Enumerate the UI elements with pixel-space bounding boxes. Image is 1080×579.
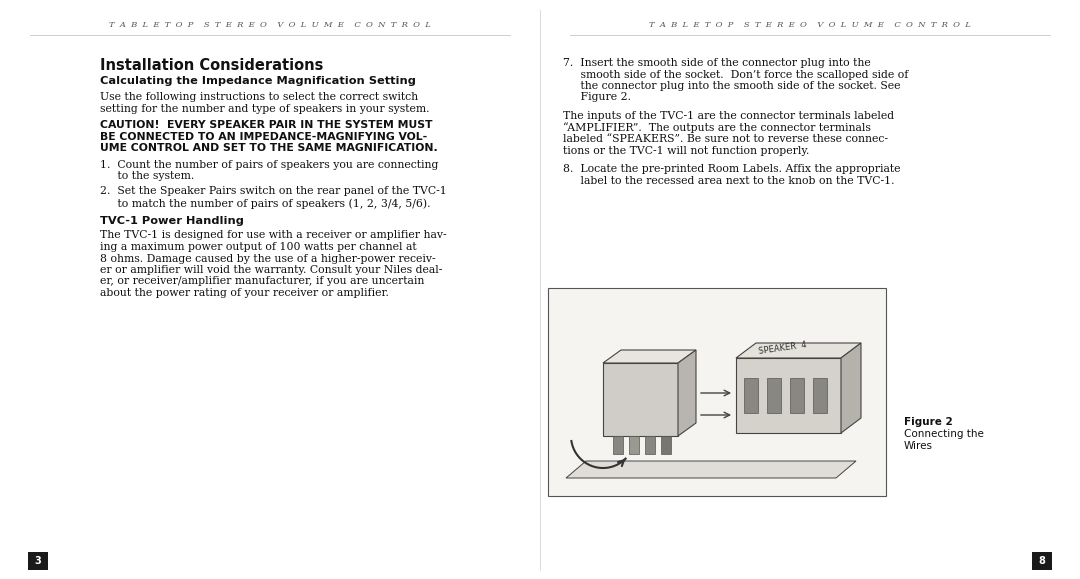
Text: Use the following instructions to select the correct switch: Use the following instructions to select… (100, 92, 418, 102)
Bar (645, 436, 654, 454)
Text: 8.  Locate the pre-printed Room Labels. Affix the appropriate: 8. Locate the pre-printed Room Labels. A… (563, 164, 901, 174)
Text: 2.  Set the Speaker Pairs switch on the rear panel of the TVC-1: 2. Set the Speaker Pairs switch on the r… (100, 186, 447, 196)
Text: er or amplifier will void the warranty. Consult your Niles deal-: er or amplifier will void the warranty. … (100, 265, 443, 275)
Text: Calculating the Impedance Magnification Setting: Calculating the Impedance Magnification … (100, 76, 416, 86)
Text: 3: 3 (35, 556, 41, 566)
Text: label to the recessed area next to the knob on the TVC-1.: label to the recessed area next to the k… (563, 175, 894, 185)
Text: tions or the TVC-1 will not function properly.: tions or the TVC-1 will not function pro… (563, 145, 809, 156)
Text: Connecting the: Connecting the (904, 429, 984, 439)
Text: TVC-1 Power Handling: TVC-1 Power Handling (100, 217, 244, 226)
Polygon shape (603, 350, 696, 363)
Text: 7.  Insert the smooth side of the connector plug into the: 7. Insert the smooth side of the connect… (563, 58, 870, 68)
Text: Figure 2: Figure 2 (904, 417, 953, 427)
Bar (613, 436, 623, 454)
Text: Figure 2.: Figure 2. (563, 93, 631, 102)
Text: the connector plug into the smooth side of the socket. See: the connector plug into the smooth side … (563, 81, 901, 91)
Text: 1.  Count the number of pairs of speakers you are connecting: 1. Count the number of pairs of speakers… (100, 159, 438, 170)
Bar (813, 378, 827, 413)
Bar (767, 378, 781, 413)
Text: 8 ohms. Damage caused by the use of a higher-power receiv-: 8 ohms. Damage caused by the use of a hi… (100, 254, 435, 263)
Bar (629, 436, 639, 454)
Text: Wires: Wires (904, 441, 933, 451)
Text: setting for the number and type of speakers in your system.: setting for the number and type of speak… (100, 104, 430, 113)
Text: “AMPLIFIER”.  The outputs are the connector terminals: “AMPLIFIER”. The outputs are the connect… (563, 123, 870, 133)
Text: smooth side of the socket.  Don’t force the scalloped side of: smooth side of the socket. Don’t force t… (563, 69, 908, 79)
Text: er, or receiver/amplifier manufacturer, if you are uncertain: er, or receiver/amplifier manufacturer, … (100, 277, 424, 287)
Bar (661, 436, 671, 454)
Text: The inputs of the TVC-1 are the connector terminals labeled: The inputs of the TVC-1 are the connecto… (563, 111, 894, 121)
Text: SPEAKER  4: SPEAKER 4 (758, 340, 807, 356)
Bar (1032, 552, 1052, 570)
Text: UME CONTROL AND SET TO THE SAME MAGNIFICATION.: UME CONTROL AND SET TO THE SAME MAGNIFIC… (100, 143, 437, 153)
Polygon shape (678, 350, 696, 436)
Bar (548, 288, 886, 496)
Text: about the power rating of your receiver or amplifier.: about the power rating of your receiver … (100, 288, 389, 298)
Bar (735, 358, 841, 433)
Text: T  A  B  L  E  T  O  P    S  T  E  R  E  O    V  O  L  U  M  E    C  O  N  T  R : T A B L E T O P S T E R E O V O L U M E … (109, 21, 431, 29)
Text: labeled “SPEAKERS”. Be sure not to reverse these connec-: labeled “SPEAKERS”. Be sure not to rever… (563, 134, 888, 144)
Bar (789, 378, 804, 413)
Polygon shape (566, 461, 856, 478)
Bar (28, 552, 48, 570)
Text: to match the number of pairs of speakers (1, 2, 3/4, 5/6).: to match the number of pairs of speakers… (100, 198, 431, 208)
Polygon shape (735, 343, 861, 358)
Text: CAUTION!  EVERY SPEAKER PAIR IN THE SYSTEM MUST: CAUTION! EVERY SPEAKER PAIR IN THE SYSTE… (100, 120, 432, 130)
Text: Installation Considerations: Installation Considerations (100, 58, 323, 73)
Text: BE CONNECTED TO AN IMPEDANCE-MAGNIFYING VOL-: BE CONNECTED TO AN IMPEDANCE-MAGNIFYING … (100, 131, 428, 141)
Text: to the system.: to the system. (100, 171, 194, 181)
Polygon shape (603, 363, 678, 436)
Text: ing a maximum power output of 100 watts per channel at: ing a maximum power output of 100 watts … (100, 242, 417, 252)
Text: T  A  B  L  E  T  O  P    S  T  E  R  E  O    V  O  L  U  M  E    C  O  N  T  R : T A B L E T O P S T E R E O V O L U M E … (649, 21, 971, 29)
Text: 8: 8 (1039, 556, 1045, 566)
Polygon shape (841, 343, 861, 433)
Bar (744, 378, 758, 413)
Text: The TVC-1 is designed for use with a receiver or amplifier hav-: The TVC-1 is designed for use with a rec… (100, 230, 447, 240)
